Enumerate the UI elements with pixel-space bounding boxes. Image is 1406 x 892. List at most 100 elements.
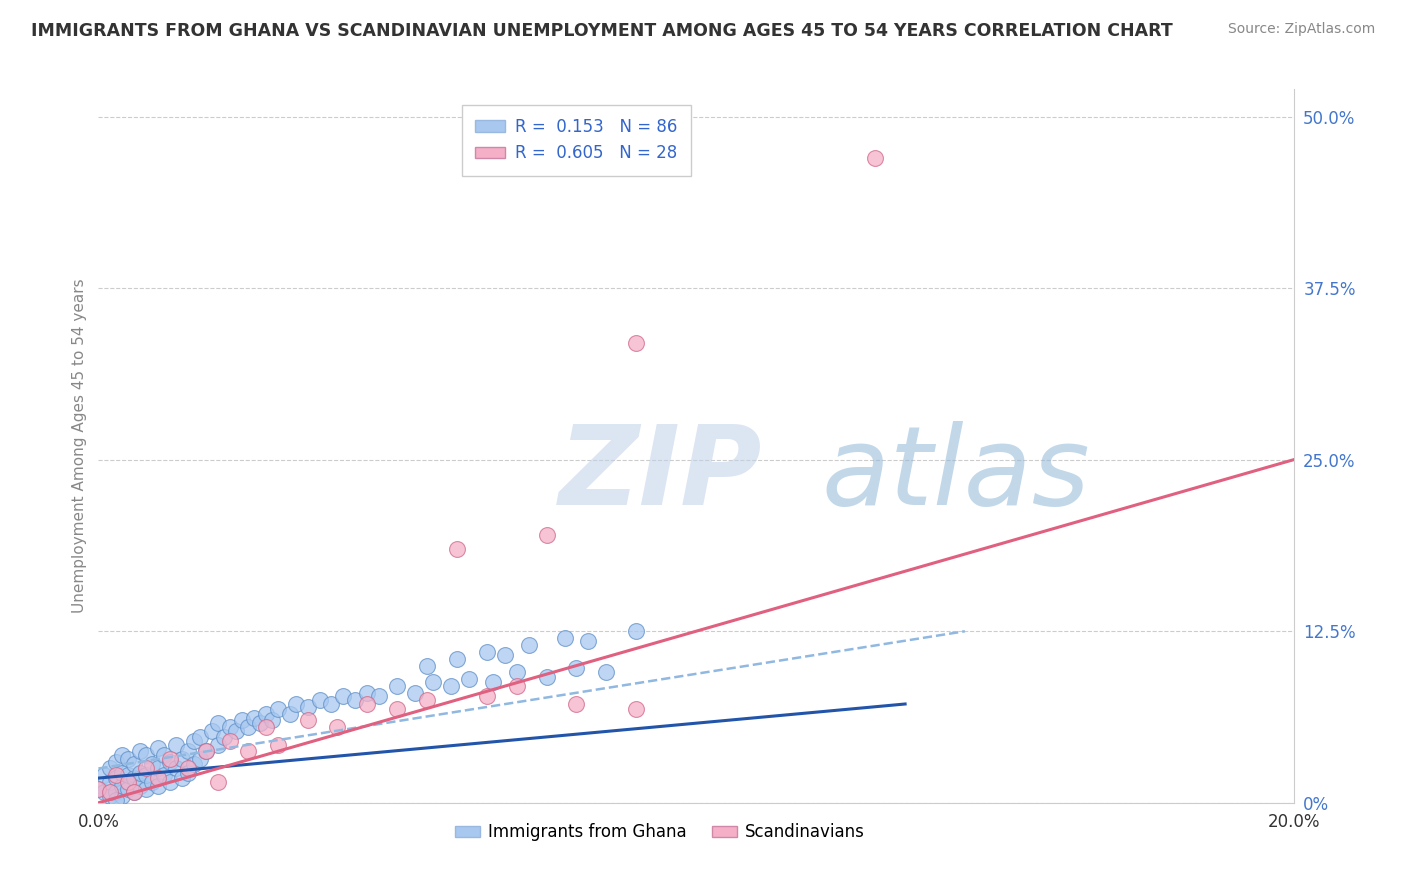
Point [159,775,181,789]
Point [172,771,194,785]
Point [626,702,648,716]
Point [446,541,468,556]
Point [165,738,187,752]
Point [98,789,122,803]
Point [231,714,253,728]
Text: IMMIGRANTS FROM GHANA VS SCANDINAVIAN UNEMPLOYMENT AMONG AGES 45 TO 54 YEARS COR: IMMIGRANTS FROM GHANA VS SCANDINAVIAN UN… [31,22,1173,40]
Point [332,689,354,703]
Point [177,744,200,758]
Point [135,747,157,762]
Point [278,706,301,721]
Point [159,752,181,766]
Point [135,768,157,782]
Point [124,785,146,799]
Point [308,693,330,707]
Point [536,528,558,542]
Point [207,738,229,752]
Point [297,699,319,714]
Point [506,679,529,693]
Point [195,744,218,758]
Point [165,762,187,776]
Point [188,730,211,744]
Point [153,768,176,782]
Point [368,689,391,703]
Point [243,711,266,725]
Point [98,775,122,789]
Point [440,679,463,693]
Point [422,675,444,690]
Point [254,706,277,721]
Point [626,336,648,351]
Point [117,782,139,797]
Point [111,780,134,794]
Y-axis label: Unemployment Among Ages 45 to 54 years: Unemployment Among Ages 45 to 54 years [72,278,87,614]
Point [267,738,290,752]
Point [321,697,343,711]
Point [117,768,139,782]
Point [554,631,576,645]
Point [172,752,194,766]
Point [177,765,200,780]
Point [124,757,146,772]
Point [105,771,128,785]
Point [207,716,229,731]
Point [183,734,205,748]
Point [141,775,163,789]
Point [87,782,110,797]
Point [212,730,235,744]
Point [111,789,134,803]
Point [517,638,540,652]
Point [356,697,378,711]
Point [236,720,259,734]
Point [153,747,176,762]
Point [446,651,468,665]
Point [87,782,110,797]
Point [297,714,319,728]
Point [506,665,529,680]
Point [141,757,163,772]
Point [595,665,617,680]
Legend: Immigrants from Ghana, Scandinavians: Immigrants from Ghana, Scandinavians [449,817,872,848]
Point [482,675,505,690]
Point [135,782,157,797]
Point [475,645,498,659]
Point [105,768,128,782]
Point [124,771,146,785]
Point [249,716,271,731]
Point [207,775,229,789]
Point [177,762,200,776]
Point [260,714,283,728]
Point [475,689,498,703]
Point [578,633,600,648]
Point [385,702,409,716]
Point [124,785,146,799]
Point [148,771,170,785]
Point [188,752,211,766]
Point [105,755,128,769]
Point [267,702,290,716]
Point [129,780,152,794]
Point [148,740,170,755]
Point [284,697,307,711]
Point [105,793,128,807]
Point [135,762,157,776]
Text: ZIP: ZIP [558,421,762,528]
Point [536,669,558,683]
Point [219,734,242,748]
Point [565,697,588,711]
Point [219,720,242,734]
Point [195,744,218,758]
Point [117,752,139,766]
Point [183,757,205,772]
Point [201,724,224,739]
Point [129,765,152,780]
Point [93,768,115,782]
Point [404,686,426,700]
Point [416,658,439,673]
Text: atlas: atlas [821,421,1090,528]
Point [225,724,247,739]
Point [356,686,378,700]
Point [494,648,516,662]
Point [148,780,170,794]
Point [98,762,122,776]
